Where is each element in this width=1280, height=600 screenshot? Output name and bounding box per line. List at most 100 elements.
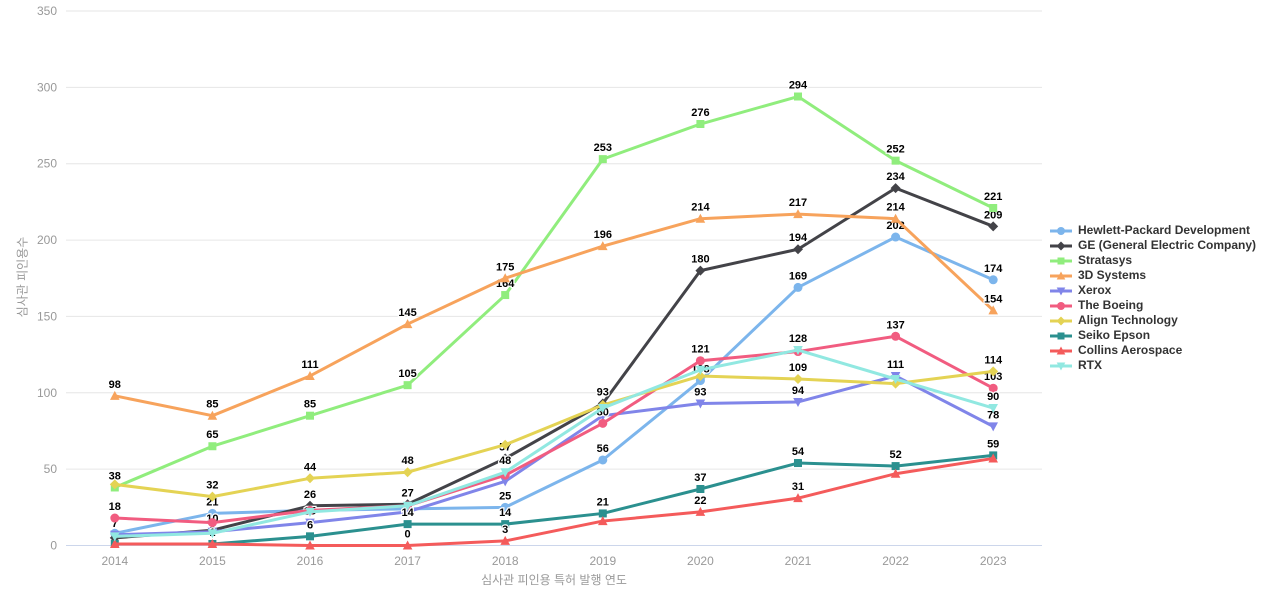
data-point-marker[interactable] [305,370,315,380]
data-point-marker[interactable] [403,381,412,390]
data-point-marker[interactable] [598,411,608,421]
data-point-marker[interactable] [207,518,217,528]
data-point-marker[interactable] [500,273,510,283]
data-point-marker[interactable] [988,422,998,432]
data-point-marker[interactable] [110,513,120,523]
legend-item-align-technology[interactable]: Align Technology [1050,313,1256,328]
data-point-marker[interactable] [695,265,706,276]
legend-item-seiko-epson[interactable]: Seiko Epson [1050,328,1256,343]
data-point-marker[interactable] [988,404,998,414]
data-point-marker[interactable] [793,374,803,385]
data-point-marker[interactable] [110,532,120,542]
data-point-label: 38 [109,470,121,482]
data-point-marker[interactable] [500,468,510,478]
data-point-marker[interactable] [402,501,413,511]
data-point-marker[interactable] [988,221,999,232]
data-point-marker[interactable] [500,453,511,464]
data-point-marker[interactable] [598,418,608,428]
data-point-marker[interactable] [402,319,413,329]
data-point-marker[interactable] [207,529,218,539]
x-tick-label: 2021 [785,554,812,568]
data-point-marker[interactable] [695,370,706,381]
data-point-marker[interactable] [306,532,314,541]
data-point-marker[interactable] [207,508,217,518]
data-point-marker[interactable] [598,155,607,164]
legend-item-ge-general-electric-company[interactable]: GE (General Electric Company) [1050,238,1256,253]
data-point-marker[interactable] [793,346,803,356]
data-point-marker[interactable] [793,282,803,292]
data-point-marker[interactable] [695,506,706,516]
data-point-marker[interactable] [890,183,901,194]
data-point-marker[interactable] [891,156,900,165]
data-point-marker[interactable] [988,366,999,377]
data-point-marker[interactable] [305,540,315,550]
data-point-marker[interactable] [501,291,510,300]
legend-item-stratasys[interactable]: Stratasys [1050,253,1256,268]
data-point-marker[interactable] [794,459,802,468]
legend-item-collins-aerospace[interactable]: Collins Aerospace [1050,343,1256,358]
data-point-marker[interactable] [793,397,803,407]
data-point-marker[interactable] [891,232,901,242]
legend-item-hewlett-packard-development[interactable]: Hewlett-Packard Development [1050,223,1256,238]
data-point-marker[interactable] [988,275,998,285]
data-point-marker[interactable] [793,209,803,219]
data-point-marker[interactable] [988,383,998,393]
data-point-label: 180 [691,254,709,266]
data-point-marker[interactable] [500,477,510,487]
legend-item-the-boeing[interactable]: The Boeing [1050,298,1256,313]
data-point-marker[interactable] [695,365,706,375]
legend-item-label: 3D Systems [1078,268,1147,282]
data-point-marker[interactable] [891,331,901,341]
data-point-marker[interactable] [598,404,608,414]
series-collins-aerospace: 0 3 22 31 [110,453,998,550]
data-point-marker[interactable] [696,484,705,493]
data-point-marker[interactable] [500,439,511,450]
data-point-marker[interactable] [989,204,998,213]
data-point-marker[interactable] [696,120,705,129]
data-point-marker[interactable] [598,241,608,251]
data-point-marker[interactable] [500,502,510,512]
data-point-marker[interactable] [695,356,705,366]
data-point-marker[interactable] [402,507,413,517]
series-line [113,348,995,538]
data-point-label: 209 [984,209,1002,221]
data-point-marker[interactable] [793,493,803,503]
data-point-marker[interactable] [402,467,413,478]
data-point-marker[interactable] [793,244,803,255]
data-point-marker[interactable] [208,442,217,451]
data-point-marker[interactable] [988,453,998,463]
data-point-marker[interactable] [598,516,608,526]
series-line [113,334,995,525]
data-point-marker[interactable] [890,213,901,223]
data-point-marker[interactable] [305,518,315,528]
data-point-marker[interactable] [306,411,314,420]
data-point-marker[interactable] [501,520,510,529]
legend-item-3d-systems[interactable]: 3D Systems [1050,268,1256,283]
data-point-marker[interactable] [305,507,315,517]
data-point-marker[interactable] [695,213,706,223]
data-point-marker[interactable] [890,468,901,478]
data-point-marker[interactable] [207,538,218,548]
data-point-label: 18 [109,501,121,513]
data-point-marker[interactable] [109,479,120,490]
data-point-marker[interactable] [305,473,315,484]
data-point-marker[interactable] [891,462,900,471]
data-point-marker[interactable] [500,535,510,545]
data-point-marker[interactable] [403,520,412,529]
series-line [113,212,995,418]
data-point-marker[interactable] [110,538,120,548]
data-point-marker[interactable] [695,399,706,409]
x-tick-label: 2015 [199,554,226,568]
legend-item-rtx[interactable]: RTX [1050,358,1256,373]
data-point-marker[interactable] [207,491,218,502]
data-point-marker[interactable] [110,390,120,400]
legend-item-xerox[interactable]: Xerox [1050,283,1256,298]
data-point-marker[interactable] [402,540,413,550]
legend-item-label: Hewlett-Packard Development [1078,223,1251,237]
data-point-marker[interactable] [207,410,218,420]
data-point-marker[interactable] [890,375,901,385]
data-point-marker[interactable] [794,92,802,101]
data-point-marker[interactable] [598,455,608,465]
data-point-marker[interactable] [988,305,998,315]
data-point-marker[interactable] [598,509,607,518]
